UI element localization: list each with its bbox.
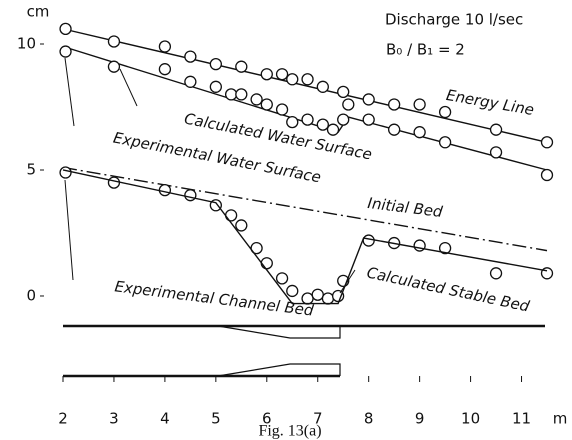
data-point bbox=[158, 63, 172, 76]
data-point bbox=[388, 98, 401, 111]
data-point bbox=[540, 168, 554, 182]
data-point bbox=[275, 68, 289, 81]
data-point bbox=[235, 60, 248, 73]
x-tick-label: 3 bbox=[109, 410, 119, 428]
data-point bbox=[250, 93, 263, 106]
data-point bbox=[316, 80, 329, 93]
data-point bbox=[301, 73, 314, 86]
plan-schematic bbox=[63, 324, 545, 378]
data-point bbox=[489, 267, 503, 280]
data-point bbox=[362, 234, 375, 247]
x-tick-label: 4 bbox=[160, 410, 170, 428]
data-point bbox=[275, 272, 289, 285]
leader-line bbox=[64, 57, 75, 127]
x-tick-label: 5 bbox=[211, 410, 221, 428]
data-point bbox=[59, 22, 72, 36]
leader-line bbox=[119, 68, 138, 107]
series-line bbox=[62, 169, 548, 305]
data-point bbox=[235, 88, 248, 101]
data-point bbox=[540, 136, 554, 149]
data-point bbox=[224, 209, 238, 222]
data-point bbox=[209, 58, 222, 71]
data-point bbox=[158, 183, 172, 197]
data-point bbox=[184, 75, 197, 88]
data-point bbox=[107, 35, 121, 48]
data-point bbox=[209, 80, 222, 93]
data-point bbox=[286, 284, 299, 298]
data-point bbox=[158, 40, 172, 53]
data-point bbox=[311, 288, 324, 301]
data-point bbox=[224, 88, 238, 101]
annotation: Discharge 10 l/sec bbox=[385, 11, 523, 29]
caption: Fig. 13(a) bbox=[258, 423, 321, 440]
data-point bbox=[438, 105, 452, 119]
data-point bbox=[331, 289, 345, 303]
data-point bbox=[321, 292, 335, 305]
y-tick-label: 10 bbox=[17, 34, 36, 52]
leader-line bbox=[64, 179, 74, 281]
x-tick-label: 6 bbox=[262, 410, 272, 428]
annotation: B₀ / B₁ = 2 bbox=[386, 41, 465, 59]
data-point bbox=[184, 50, 197, 63]
leader-line bbox=[339, 269, 356, 294]
x-tick-label: 9 bbox=[415, 410, 425, 428]
data-point bbox=[184, 189, 197, 202]
y-axis-label: cm bbox=[27, 3, 50, 21]
x-axis-label: m bbox=[553, 410, 568, 428]
x-tick-label: 2 bbox=[58, 410, 68, 428]
data-point bbox=[337, 85, 350, 99]
data-point bbox=[489, 146, 503, 159]
data-point bbox=[489, 123, 503, 136]
data-point bbox=[107, 176, 121, 189]
data-point bbox=[413, 239, 426, 252]
series-line bbox=[62, 28, 548, 143]
data-point bbox=[362, 93, 375, 106]
data-point bbox=[260, 68, 273, 81]
data-point bbox=[286, 115, 299, 129]
data-point bbox=[286, 73, 299, 86]
data-point bbox=[342, 98, 355, 111]
y-tick-label: 0 bbox=[26, 286, 36, 304]
data-point bbox=[438, 136, 452, 149]
series-line bbox=[62, 166, 548, 252]
series-label: Calculated Stable Bed bbox=[365, 263, 531, 315]
data-point bbox=[59, 166, 72, 179]
data-point bbox=[413, 126, 426, 139]
data-point bbox=[326, 123, 340, 136]
data-point bbox=[413, 98, 426, 111]
data-point bbox=[275, 103, 289, 116]
x-tick-label: 8 bbox=[364, 410, 374, 428]
series-label: Initial Bed bbox=[367, 194, 444, 221]
x-tick-label: 11 bbox=[512, 410, 531, 428]
data-point bbox=[235, 219, 248, 232]
data-point bbox=[59, 45, 72, 58]
data-point bbox=[337, 113, 350, 126]
data-point bbox=[438, 241, 452, 255]
series-label: Energy Line bbox=[445, 86, 536, 119]
x-tick-label: 10 bbox=[461, 410, 480, 428]
data-point bbox=[301, 113, 314, 126]
x-tick-label: 7 bbox=[313, 410, 323, 428]
data-point bbox=[260, 98, 273, 111]
data-point bbox=[388, 123, 401, 136]
data-point bbox=[362, 113, 375, 126]
y-tick-label: 5 bbox=[26, 160, 36, 178]
data-point bbox=[260, 257, 273, 270]
data-point bbox=[107, 60, 121, 73]
data-point bbox=[316, 118, 329, 131]
